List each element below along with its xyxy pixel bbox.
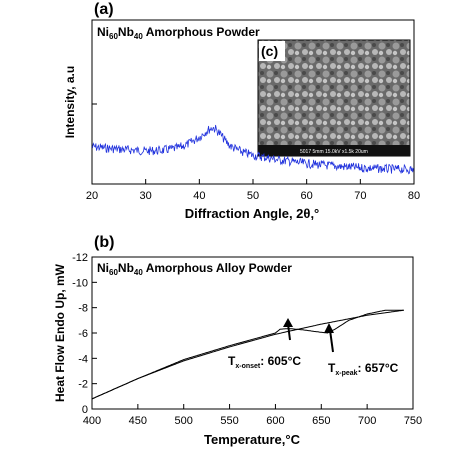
panel-a-x-tick-label: 50 bbox=[247, 190, 259, 202]
panel-b-x-tick-label: 550 bbox=[220, 415, 238, 427]
peak-arrow-head bbox=[324, 323, 334, 333]
sem-databar-text: 5017 5mm 15.0kV x1.5k 20um bbox=[300, 149, 368, 155]
panel-a-x-tick-label: 60 bbox=[301, 190, 313, 202]
panel-a-x-axis-label: Diffraction Angle, 2θ,° bbox=[185, 206, 320, 221]
panel-b-y-tick-label: -8 bbox=[78, 303, 88, 315]
panel-b-y-ticks: 0 -2 -4 -6 -8 -10 -12 bbox=[72, 252, 97, 416]
panel-b-x-tick-label: 650 bbox=[312, 415, 330, 427]
panel-a-x-tick-label: 40 bbox=[193, 190, 205, 202]
panel-a-y-axis-label: Intensity, a.u bbox=[63, 66, 77, 138]
panel-b-x-ticks: 400 450 500 550 600 650 700 750 bbox=[83, 404, 422, 427]
panel-b-y-tick-label: -2 bbox=[78, 379, 88, 391]
annotation-onset: Tx-onset: 605°C bbox=[228, 318, 301, 370]
panel-b-y-tick-label: -4 bbox=[78, 353, 88, 365]
panel-b-x-axis-label: Temperature,°C bbox=[204, 432, 301, 447]
panel-b-y-tick-label: -10 bbox=[72, 277, 88, 289]
onset-arrow-head bbox=[283, 318, 293, 327]
sem-inset: 5017 5mm 15.0kV x1.5k 20um (c) bbox=[257, 39, 411, 157]
panel-b-plot bbox=[91, 309, 404, 400]
panel-b-y-tick-label: -6 bbox=[78, 328, 88, 340]
panel-b: (b) Ni60Nb40 Amorphous Alloy Powder 400 4… bbox=[53, 234, 422, 447]
panel-b-x-tick-label: 700 bbox=[358, 415, 376, 427]
dsc-series-line-2 bbox=[91, 309, 404, 400]
panel-b-axes-frame bbox=[91, 256, 414, 410]
panel-a-x-tick-label: 30 bbox=[140, 190, 152, 202]
panel-b-y-tick-label: 0 bbox=[82, 404, 88, 416]
dsc-series-line-1 bbox=[91, 309, 404, 400]
panel-b-title: Ni60Nb40 Amorphous Alloy Powder bbox=[97, 261, 292, 277]
annotation-peak: Tx-peak: 657°C bbox=[324, 323, 399, 377]
panel-b-label: (b) bbox=[94, 234, 114, 251]
peak-arrow-line bbox=[329, 329, 334, 353]
panel-a-x-tick-label: 80 bbox=[408, 190, 420, 202]
panel-b-x-tick-label: 500 bbox=[175, 415, 193, 427]
onset-label: Tx-onset: 605°C bbox=[228, 354, 301, 370]
panel-b-x-tick-label: 450 bbox=[129, 415, 147, 427]
panel-a-x-ticks: 20 30 40 50 60 70 80 bbox=[86, 103, 420, 202]
panel-b-x-tick-label: 750 bbox=[404, 415, 422, 427]
panel-a-title: Ni60Nb40 Amorphous Powder bbox=[97, 25, 260, 41]
panel-b-y-axis-label: Heat Flow Endo Up, mW bbox=[53, 263, 67, 402]
panel-a-label: (a) bbox=[94, 1, 114, 18]
sem-databar bbox=[258, 145, 410, 156]
panel-a-x-tick-label: 70 bbox=[354, 190, 366, 202]
panel-b-y-tick-label: -12 bbox=[72, 252, 88, 264]
panel-a: (a) Ni60Nb40 Amorphous Powder 5017 5mm 1… bbox=[63, 1, 420, 221]
inset-label: (c) bbox=[261, 43, 278, 59]
xrd-series-line bbox=[91, 124, 414, 175]
panel-a-plot bbox=[91, 124, 414, 175]
panel-b-x-tick-label: 400 bbox=[83, 415, 101, 427]
panel-a-x-tick-label: 20 bbox=[86, 190, 98, 202]
inset-label-box bbox=[259, 41, 285, 61]
peak-label: Tx-peak: 657°C bbox=[328, 361, 399, 377]
panel-b-x-tick-label: 600 bbox=[266, 415, 284, 427]
